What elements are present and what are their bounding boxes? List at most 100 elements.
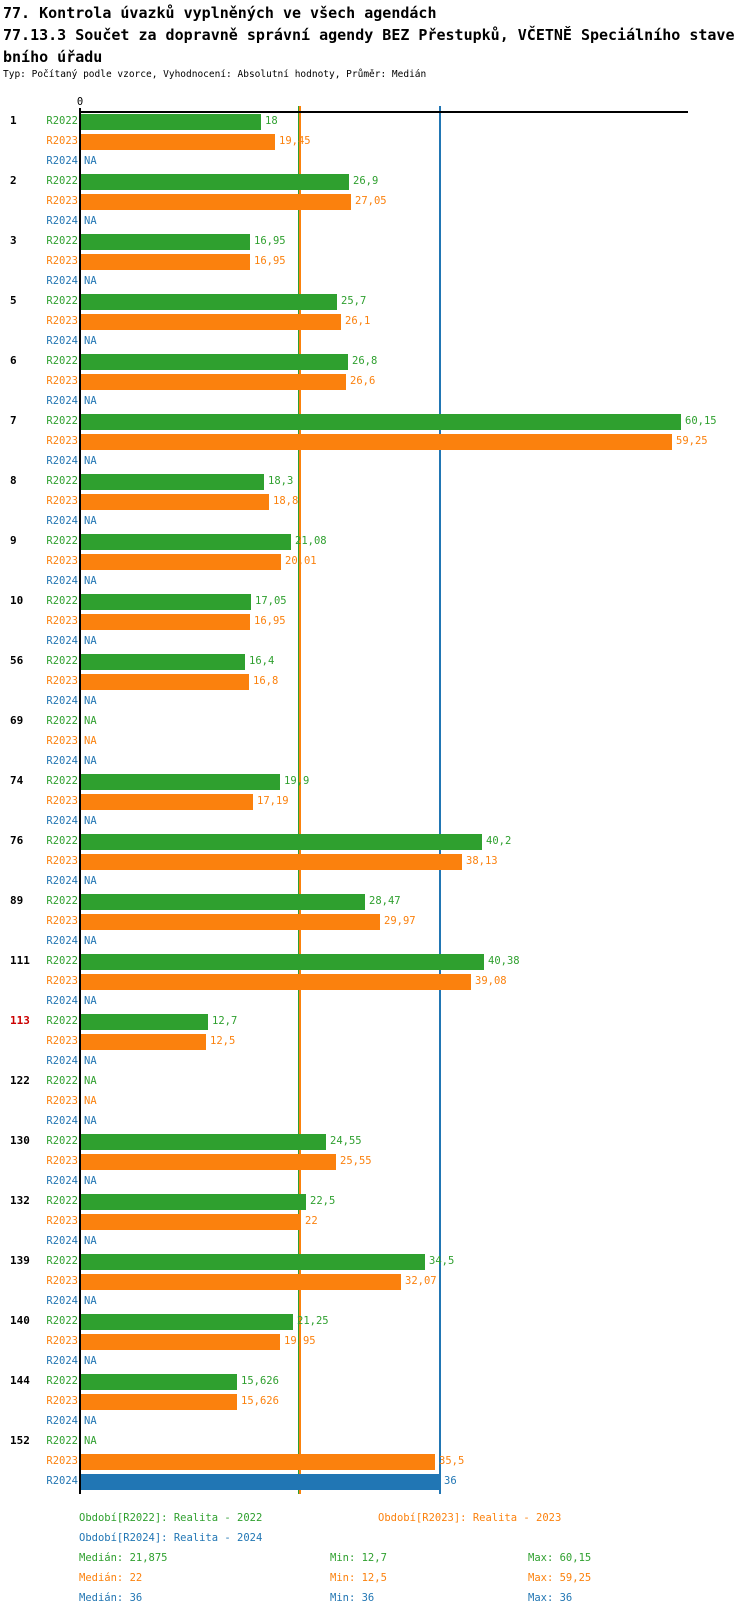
- series-label: R2024: [46, 875, 78, 887]
- series-label: R2024: [46, 755, 78, 767]
- bar-r2023: [81, 494, 269, 510]
- series-label: R2022: [46, 415, 78, 427]
- value-label: 16,95: [254, 235, 286, 247]
- value-label: 16,95: [254, 255, 286, 267]
- value-label: 16,95: [254, 615, 286, 627]
- bar-r2022: [81, 1134, 326, 1150]
- value-label: 20,01: [285, 555, 317, 567]
- value-label: 22,5: [310, 1195, 336, 1207]
- na-value-label: NA: [84, 1355, 97, 1367]
- bar-r2022: [81, 1374, 237, 1390]
- bar-r2022: [81, 1314, 293, 1330]
- series-label: R2024: [46, 635, 78, 647]
- series-label: R2023: [46, 795, 78, 807]
- na-value-label: NA: [84, 1435, 97, 1447]
- value-label: 34,5: [429, 1255, 455, 1267]
- value-label: 12,7: [212, 1015, 238, 1027]
- bar-r2023: [81, 974, 471, 990]
- series-label: R2023: [46, 1095, 78, 1107]
- na-value-label: NA: [84, 335, 97, 347]
- na-value-label: NA: [84, 715, 97, 727]
- na-value-label: NA: [84, 1295, 97, 1307]
- value-label: 25,7: [341, 295, 367, 307]
- na-value-label: NA: [84, 1055, 97, 1067]
- bar-r2022: [81, 594, 251, 610]
- value-label: 22: [305, 1215, 318, 1227]
- bar-r2022: [81, 354, 348, 370]
- series-label: R2023: [46, 435, 78, 447]
- series-label: R2022: [46, 835, 78, 847]
- value-label: 60,15: [685, 415, 717, 427]
- series-label: R2024: [46, 455, 78, 467]
- series-label: R2024: [46, 575, 78, 587]
- stat-median-r2024: Medián: 36: [79, 1592, 143, 1604]
- na-value-label: NA: [84, 1175, 97, 1187]
- na-value-label: NA: [84, 875, 97, 887]
- bar-r2023: [81, 434, 672, 450]
- bar-r2023: [81, 194, 351, 210]
- value-label: 15,626: [241, 1375, 279, 1387]
- series-label: R2024: [46, 515, 78, 527]
- value-label: 24,55: [330, 1135, 362, 1147]
- value-label: 17,05: [255, 595, 287, 607]
- group-label: 2: [10, 174, 17, 187]
- value-label: 17,19: [257, 795, 289, 807]
- x-axis-line: [79, 111, 688, 113]
- group-label: 3: [10, 234, 17, 247]
- group-label: 5: [10, 294, 17, 307]
- bar-r2022: [81, 534, 291, 550]
- series-label: R2024: [46, 935, 78, 947]
- na-value-label: NA: [84, 755, 97, 767]
- bar-r2023: [81, 254, 250, 270]
- report-title-line3: bního úřadu: [3, 48, 103, 66]
- bar-r2023: [81, 914, 380, 930]
- na-value-label: NA: [84, 455, 97, 467]
- series-label: R2022: [46, 475, 78, 487]
- series-label: R2023: [46, 1155, 78, 1167]
- value-label: 26,9: [353, 175, 379, 187]
- series-label: R2022: [46, 175, 78, 187]
- series-label: R2022: [46, 115, 78, 127]
- na-value-label: NA: [84, 515, 97, 527]
- value-label: 25,55: [340, 1155, 372, 1167]
- bar-r2022: [81, 234, 250, 250]
- stat-max-r2023: Max: 59,25: [528, 1572, 592, 1584]
- value-label: 19,95: [284, 1335, 316, 1347]
- bar-r2023: [81, 674, 249, 690]
- bar-r2023: [81, 854, 462, 870]
- series-label: R2024: [46, 1175, 78, 1187]
- report-meta-line: Typ: Počítaný podle vzorce, Vyhodnocení:…: [3, 69, 427, 80]
- series-label: R2024: [46, 155, 78, 167]
- series-label: R2024: [46, 395, 78, 407]
- value-label: 32,07: [405, 1275, 437, 1287]
- na-value-label: NA: [84, 695, 97, 707]
- legend-item-r2022: Období[R2022]: Realita - 2022: [79, 1512, 263, 1524]
- series-label: R2022: [46, 1015, 78, 1027]
- bar-r2023: [81, 1334, 280, 1350]
- series-label: R2024: [46, 1295, 78, 1307]
- group-label: 10: [10, 594, 24, 607]
- value-label: 18,3: [268, 475, 294, 487]
- series-label: R2022: [46, 1195, 78, 1207]
- series-label: R2024: [46, 1055, 78, 1067]
- na-value-label: NA: [84, 995, 97, 1007]
- series-label: R2022: [46, 595, 78, 607]
- value-label: 28,47: [369, 895, 401, 907]
- value-label: 59,25: [676, 435, 708, 447]
- value-label: 19,9: [284, 775, 310, 787]
- series-label: R2022: [46, 1315, 78, 1327]
- series-label: R2022: [46, 775, 78, 787]
- series-label: R2024: [46, 1355, 78, 1367]
- value-label: 18,8: [273, 495, 299, 507]
- series-label: R2024: [46, 1415, 78, 1427]
- group-label: 76: [10, 834, 24, 847]
- series-label: R2024: [46, 1115, 78, 1127]
- series-label: R2022: [46, 1255, 78, 1267]
- value-label: 26,6: [350, 375, 376, 387]
- bar-r2023: [81, 1214, 301, 1230]
- series-label: R2022: [46, 535, 78, 547]
- group-label: 8: [10, 474, 17, 487]
- na-value-label: NA: [84, 635, 97, 647]
- series-label: R2023: [46, 675, 78, 687]
- series-label: R2023: [46, 1335, 78, 1347]
